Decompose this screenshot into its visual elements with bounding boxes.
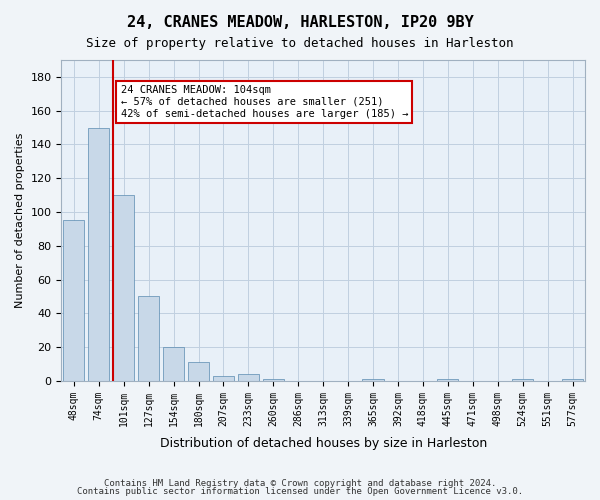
Bar [362,379,383,381]
Text: Contains HM Land Registry data © Crown copyright and database right 2024.: Contains HM Land Registry data © Crown c… [104,478,496,488]
Text: 24, CRANES MEADOW, HARLESTON, IP20 9BY: 24, CRANES MEADOW, HARLESTON, IP20 9BY [127,15,473,30]
Bar [138,296,159,381]
Bar [113,195,134,381]
Bar [63,220,85,381]
Bar [188,362,209,381]
Text: Contains public sector information licensed under the Open Government Licence v3: Contains public sector information licen… [77,487,523,496]
X-axis label: Distribution of detached houses by size in Harleston: Distribution of detached houses by size … [160,437,487,450]
Bar [437,379,458,381]
Text: 24 CRANES MEADOW: 104sqm
← 57% of detached houses are smaller (251)
42% of semi-: 24 CRANES MEADOW: 104sqm ← 57% of detach… [121,86,408,118]
Y-axis label: Number of detached properties: Number of detached properties [15,133,25,308]
Bar [512,379,533,381]
Bar [88,128,109,381]
Text: Size of property relative to detached houses in Harleston: Size of property relative to detached ho… [86,38,514,51]
Bar [213,376,234,381]
Bar [238,374,259,381]
Bar [263,379,284,381]
Bar [562,379,583,381]
Bar [163,347,184,381]
